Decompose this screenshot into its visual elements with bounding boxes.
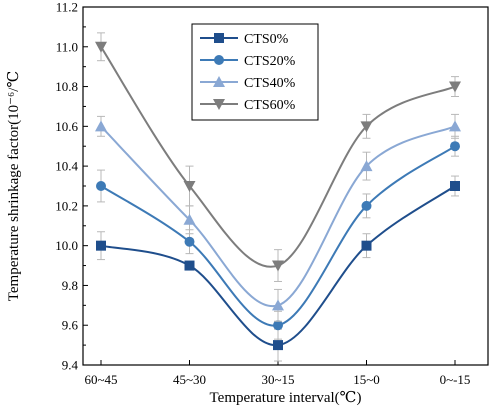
data-point	[450, 181, 460, 191]
y-tick-label: 9.8	[62, 278, 78, 293]
data-point	[360, 160, 373, 172]
legend-box	[191, 23, 319, 121]
y-tick-label: 10.8	[55, 79, 78, 94]
legend-marker	[214, 55, 224, 65]
x-tick-label: 0~-15	[440, 372, 471, 387]
y-tick-label: 9.4	[62, 358, 79, 373]
data-point	[273, 320, 283, 331]
data-point	[184, 236, 195, 247]
y-tick-label: 10.6	[55, 119, 78, 134]
data-point	[96, 181, 106, 191]
legend-label: CTS60%	[244, 98, 296, 113]
legend-label: CTS0%	[244, 32, 289, 47]
y-tick-label: 10.0	[55, 238, 78, 253]
x-tick-label: 30~15	[261, 372, 294, 387]
data-point	[183, 213, 196, 225]
data-point	[449, 81, 461, 93]
x-tick-label: 60~45	[84, 372, 117, 387]
plot-area: 9.4 9.6 9.8 10.0 10.2 10.4 10.6 10.8 11.0 11.2 60~…	[55, 0, 489, 387]
y-tick-label: 10.4	[55, 159, 78, 174]
data-point	[272, 299, 284, 311]
x-tick-label: 45~30	[173, 372, 206, 387]
legend: CTS0% CTS20% CTS40% CTS60%	[191, 23, 319, 121]
y-tick-label: 10.2	[55, 198, 78, 213]
data-point	[360, 121, 373, 133]
legend-label: CTS40%	[244, 76, 296, 91]
data-point	[183, 181, 196, 192]
legend-marker	[214, 33, 224, 43]
legend-marker	[213, 76, 225, 87]
data-point	[95, 41, 107, 53]
data-point	[184, 260, 195, 271]
data-point	[273, 340, 283, 351]
legend-label: CTS20%	[244, 54, 296, 69]
legend-marker	[213, 99, 225, 110]
y-axis-title: Temperature shrinkage factor(10⁻⁶/℃	[6, 71, 22, 301]
data-point	[272, 260, 284, 272]
y-tick-label: 9.6	[62, 318, 79, 333]
y-tick-label: 11.0	[56, 39, 78, 54]
data-point	[449, 120, 461, 132]
x-axis-title: Temperature interval(℃)	[210, 390, 362, 406]
data-point	[95, 120, 107, 132]
data-point	[450, 141, 460, 152]
x-tick-label: 15~0	[353, 372, 380, 387]
data-point	[96, 240, 106, 251]
data-point	[361, 240, 372, 251]
data-point	[361, 200, 372, 211]
y-tick-label: 11.2	[56, 0, 78, 15]
